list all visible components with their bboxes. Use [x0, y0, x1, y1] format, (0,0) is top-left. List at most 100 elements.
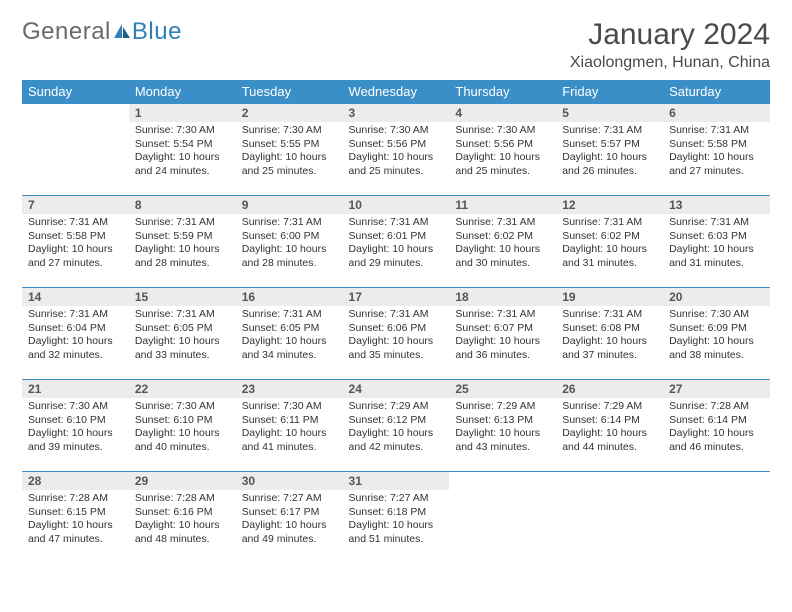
day-number: 24 [343, 380, 450, 398]
daylight-text-1: Daylight: 10 hours [669, 427, 764, 441]
day-number: 7 [22, 196, 129, 214]
daylight-text-2: and 32 minutes. [28, 349, 123, 363]
day-number: 16 [236, 288, 343, 306]
daylight-text-1: Daylight: 10 hours [455, 335, 550, 349]
day-number: 11 [449, 196, 556, 214]
weekday-header: Tuesday [236, 80, 343, 104]
sunset-text: Sunset: 5:58 PM [28, 230, 123, 244]
sunrise-text: Sunrise: 7:31 AM [135, 216, 230, 230]
sunset-text: Sunset: 6:04 PM [28, 322, 123, 336]
day-info: Sunrise: 7:30 AMSunset: 6:10 PMDaylight:… [22, 398, 129, 459]
calendar-cell: 21Sunrise: 7:30 AMSunset: 6:10 PMDayligh… [22, 380, 129, 472]
sunset-text: Sunset: 6:12 PM [349, 414, 444, 428]
daylight-text-1: Daylight: 10 hours [242, 151, 337, 165]
calendar-cell: 12Sunrise: 7:31 AMSunset: 6:02 PMDayligh… [556, 196, 663, 288]
sunrise-text: Sunrise: 7:31 AM [135, 308, 230, 322]
sunset-text: Sunset: 6:05 PM [242, 322, 337, 336]
calendar-cell: 5Sunrise: 7:31 AMSunset: 5:57 PMDaylight… [556, 104, 663, 196]
day-info: Sunrise: 7:31 AMSunset: 6:03 PMDaylight:… [663, 214, 770, 275]
day-number: 26 [556, 380, 663, 398]
daylight-text-2: and 26 minutes. [562, 165, 657, 179]
daylight-text-2: and 31 minutes. [562, 257, 657, 271]
sunrise-text: Sunrise: 7:30 AM [242, 124, 337, 138]
daylight-text-2: and 30 minutes. [455, 257, 550, 271]
sunset-text: Sunset: 5:58 PM [669, 138, 764, 152]
daylight-text-2: and 28 minutes. [242, 257, 337, 271]
calendar-cell: 31Sunrise: 7:27 AMSunset: 6:18 PMDayligh… [343, 472, 450, 564]
daylight-text-1: Daylight: 10 hours [28, 243, 123, 257]
daylight-text-1: Daylight: 10 hours [669, 335, 764, 349]
sunrise-text: Sunrise: 7:30 AM [28, 400, 123, 414]
sunset-text: Sunset: 6:09 PM [669, 322, 764, 336]
sunset-text: Sunset: 5:57 PM [562, 138, 657, 152]
daylight-text-1: Daylight: 10 hours [135, 335, 230, 349]
sunset-text: Sunset: 6:15 PM [28, 506, 123, 520]
daylight-text-2: and 27 minutes. [669, 165, 764, 179]
sunset-text: Sunset: 6:10 PM [135, 414, 230, 428]
sunset-text: Sunset: 6:00 PM [242, 230, 337, 244]
weekday-header: Monday [129, 80, 236, 104]
calendar-cell: 7Sunrise: 7:31 AMSunset: 5:58 PMDaylight… [22, 196, 129, 288]
day-info: Sunrise: 7:31 AMSunset: 5:58 PMDaylight:… [663, 122, 770, 183]
daylight-text-2: and 51 minutes. [349, 533, 444, 547]
weekday-header: Sunday [22, 80, 129, 104]
daylight-text-1: Daylight: 10 hours [562, 427, 657, 441]
sunset-text: Sunset: 6:14 PM [669, 414, 764, 428]
daylight-text-2: and 35 minutes. [349, 349, 444, 363]
daylight-text-1: Daylight: 10 hours [135, 519, 230, 533]
calendar-cell: 8Sunrise: 7:31 AMSunset: 5:59 PMDaylight… [129, 196, 236, 288]
sunset-text: Sunset: 6:01 PM [349, 230, 444, 244]
daylight-text-1: Daylight: 10 hours [242, 335, 337, 349]
day-info: Sunrise: 7:30 AMSunset: 5:56 PMDaylight:… [343, 122, 450, 183]
sunrise-text: Sunrise: 7:31 AM [349, 308, 444, 322]
sunrise-text: Sunrise: 7:31 AM [562, 124, 657, 138]
daylight-text-2: and 47 minutes. [28, 533, 123, 547]
calendar-week-row: 7Sunrise: 7:31 AMSunset: 5:58 PMDaylight… [22, 196, 770, 288]
daylight-text-1: Daylight: 10 hours [349, 335, 444, 349]
day-number: 23 [236, 380, 343, 398]
sunrise-text: Sunrise: 7:27 AM [242, 492, 337, 506]
weekday-header: Saturday [663, 80, 770, 104]
day-number: 2 [236, 104, 343, 122]
sunset-text: Sunset: 6:02 PM [455, 230, 550, 244]
sunrise-text: Sunrise: 7:28 AM [28, 492, 123, 506]
header: General Blue January 2024 Xiaolongmen, H… [22, 18, 770, 72]
sunset-text: Sunset: 6:02 PM [562, 230, 657, 244]
calendar-cell: 4Sunrise: 7:30 AMSunset: 5:56 PMDaylight… [449, 104, 556, 196]
daylight-text-1: Daylight: 10 hours [135, 243, 230, 257]
calendar-cell: 19Sunrise: 7:31 AMSunset: 6:08 PMDayligh… [556, 288, 663, 380]
daylight-text-2: and 36 minutes. [455, 349, 550, 363]
calendar-cell: 17Sunrise: 7:31 AMSunset: 6:06 PMDayligh… [343, 288, 450, 380]
calendar-cell: 20Sunrise: 7:30 AMSunset: 6:09 PMDayligh… [663, 288, 770, 380]
sunrise-text: Sunrise: 7:31 AM [562, 308, 657, 322]
calendar-cell [449, 472, 556, 564]
calendar-week-row: 21Sunrise: 7:30 AMSunset: 6:10 PMDayligh… [22, 380, 770, 472]
weekday-header: Friday [556, 80, 663, 104]
day-number: 25 [449, 380, 556, 398]
sunrise-text: Sunrise: 7:29 AM [562, 400, 657, 414]
daylight-text-2: and 28 minutes. [135, 257, 230, 271]
calendar-cell: 11Sunrise: 7:31 AMSunset: 6:02 PMDayligh… [449, 196, 556, 288]
sunrise-text: Sunrise: 7:28 AM [669, 400, 764, 414]
sunset-text: Sunset: 6:11 PM [242, 414, 337, 428]
sunset-text: Sunset: 6:05 PM [135, 322, 230, 336]
logo: General Blue [22, 18, 182, 46]
sunset-text: Sunset: 5:56 PM [349, 138, 444, 152]
day-info: Sunrise: 7:31 AMSunset: 6:00 PMDaylight:… [236, 214, 343, 275]
calendar-cell: 29Sunrise: 7:28 AMSunset: 6:16 PMDayligh… [129, 472, 236, 564]
sunset-text: Sunset: 6:13 PM [455, 414, 550, 428]
day-number: 21 [22, 380, 129, 398]
month-title: January 2024 [570, 18, 770, 52]
daylight-text-1: Daylight: 10 hours [242, 243, 337, 257]
day-info: Sunrise: 7:31 AMSunset: 6:05 PMDaylight:… [129, 306, 236, 367]
day-number: 9 [236, 196, 343, 214]
day-info: Sunrise: 7:31 AMSunset: 6:07 PMDaylight:… [449, 306, 556, 367]
sunrise-text: Sunrise: 7:29 AM [455, 400, 550, 414]
calendar-cell: 13Sunrise: 7:31 AMSunset: 6:03 PMDayligh… [663, 196, 770, 288]
daylight-text-1: Daylight: 10 hours [349, 427, 444, 441]
daylight-text-2: and 25 minutes. [349, 165, 444, 179]
weekday-header-row: Sunday Monday Tuesday Wednesday Thursday… [22, 80, 770, 104]
day-info: Sunrise: 7:30 AMSunset: 5:55 PMDaylight:… [236, 122, 343, 183]
day-info: Sunrise: 7:31 AMSunset: 6:08 PMDaylight:… [556, 306, 663, 367]
day-number: 3 [343, 104, 450, 122]
